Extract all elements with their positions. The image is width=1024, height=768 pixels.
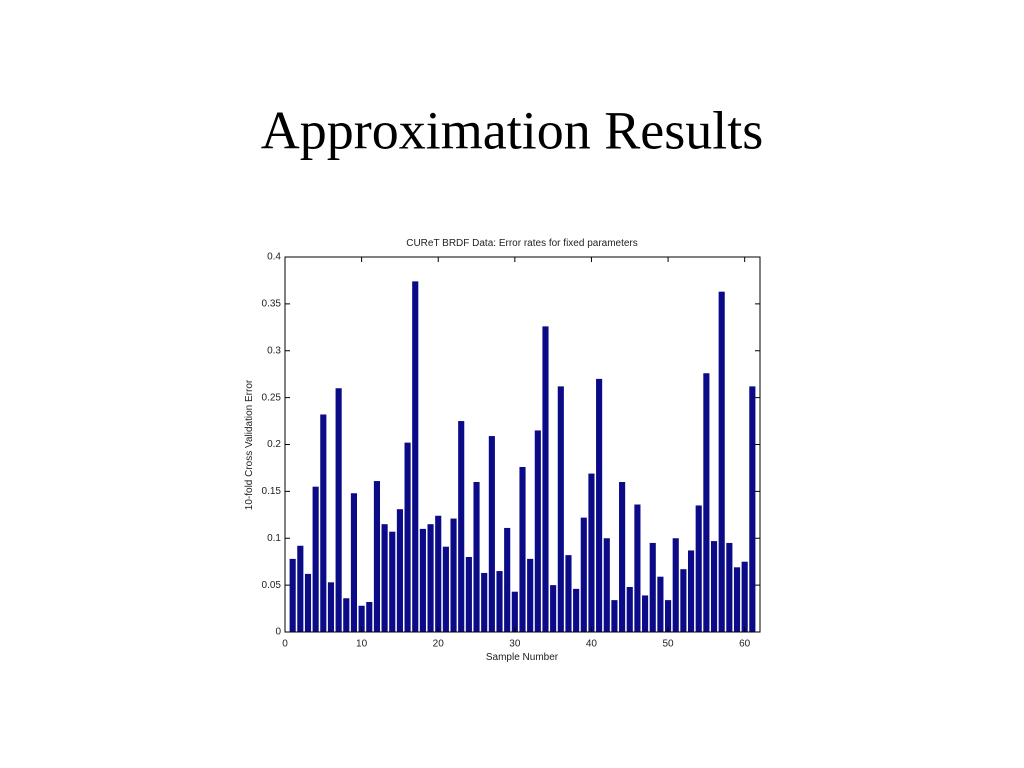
bar [427, 524, 434, 632]
bar [580, 517, 587, 632]
bar [343, 598, 350, 632]
bar [534, 430, 541, 632]
y-tick-label: 0.35 [262, 299, 282, 310]
bar [603, 538, 610, 632]
bar [649, 542, 656, 632]
x-tick-label: 30 [509, 639, 521, 650]
bar [458, 421, 465, 632]
bar [726, 542, 733, 632]
bar [350, 493, 358, 632]
bar [320, 414, 327, 632]
y-tick-label: 0.4 [267, 252, 281, 263]
bar [312, 486, 319, 632]
bar [366, 602, 373, 632]
bar [542, 326, 549, 632]
bar [596, 378, 603, 632]
x-axis-label: Sample Number [486, 652, 559, 663]
bar [450, 518, 457, 632]
bar [381, 524, 388, 632]
bar [626, 587, 633, 632]
bar [687, 550, 695, 632]
bar [672, 538, 679, 632]
bar [488, 436, 495, 632]
bar [419, 528, 426, 632]
bar [718, 291, 725, 632]
bar [304, 573, 312, 632]
y-tick-label: 0.3 [267, 345, 281, 356]
x-tick-label: 0 [282, 639, 288, 650]
x-tick-label: 60 [739, 639, 751, 650]
bar [473, 482, 480, 632]
bar [527, 558, 534, 632]
bar [695, 505, 702, 632]
bar [327, 582, 335, 632]
bar [289, 558, 296, 632]
bar [389, 531, 396, 632]
x-tick-label: 50 [663, 639, 675, 650]
bar [565, 555, 572, 632]
bar [680, 569, 687, 632]
y-axis-label: 10-fold Cross Validation Error [244, 379, 255, 510]
bar [373, 481, 380, 632]
bar [511, 591, 518, 632]
bar [557, 386, 564, 632]
bar [335, 388, 342, 632]
bar [504, 527, 511, 632]
y-tick-label: 0.25 [262, 392, 282, 403]
bar [435, 515, 442, 632]
y-tick-label: 0.05 [262, 580, 282, 591]
bar [412, 281, 419, 632]
bar [741, 561, 748, 632]
bar [481, 572, 488, 632]
bar [396, 509, 403, 632]
bar [519, 467, 526, 632]
bar [442, 546, 449, 632]
bar [665, 600, 672, 632]
bar [642, 595, 649, 632]
bar [619, 482, 626, 632]
bar [404, 442, 411, 632]
x-tick-label: 40 [586, 639, 598, 650]
bar [710, 541, 718, 632]
bar [634, 504, 641, 632]
y-tick-label: 0.2 [267, 439, 281, 450]
bar [358, 605, 365, 632]
bar [733, 567, 741, 632]
x-tick-label: 20 [433, 639, 445, 650]
x-tick-label: 10 [356, 639, 368, 650]
y-tick-label: 0.15 [262, 486, 282, 497]
bar [550, 585, 557, 632]
y-tick-label: 0 [275, 627, 281, 638]
bar [749, 386, 756, 632]
bar [297, 545, 304, 632]
bar [657, 576, 664, 632]
bar [611, 600, 618, 632]
chart-title: CUReT BRDF Data: Error rates for fixed p… [406, 238, 638, 249]
bar [703, 373, 710, 632]
bar [588, 473, 595, 632]
bar [465, 557, 472, 632]
bar [573, 588, 580, 632]
slide-title: Approximation Results [261, 100, 763, 160]
bar [496, 571, 503, 632]
y-tick-label: 0.1 [267, 533, 281, 544]
